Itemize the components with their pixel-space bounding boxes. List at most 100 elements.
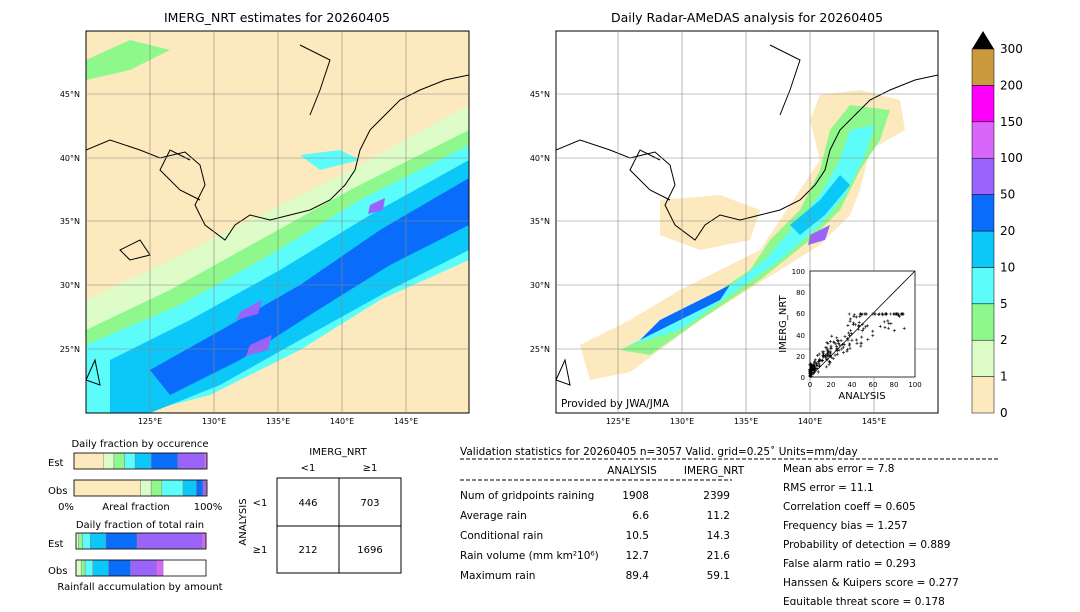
- scatter-point: [825, 358, 829, 362]
- scatter-point: [841, 345, 845, 349]
- scatter-point: [812, 366, 816, 370]
- scatter-point: [838, 343, 842, 347]
- right-lat-label: 25°N: [530, 345, 550, 354]
- inset-x-tick: 80: [890, 381, 899, 389]
- colorbar-level-label: 5: [1000, 297, 1008, 311]
- scatter-point: [835, 346, 839, 350]
- scatter-point: [850, 338, 854, 342]
- validation-row-imerg: 59.1: [707, 570, 730, 582]
- scatter-point: [892, 329, 896, 333]
- inset-x-tick: 0: [808, 381, 812, 389]
- fraction-segment: [113, 452, 125, 470]
- scatter-point: [851, 323, 855, 327]
- scatter-point: [808, 375, 812, 379]
- scatter-point: [833, 353, 837, 357]
- fraction-segment: [82, 532, 91, 550]
- left-lon-label: 135°E: [266, 417, 290, 426]
- scatter-point: [829, 346, 833, 350]
- validation-col-imerg: IMERG_NRT: [684, 465, 745, 477]
- fraction-segment: [130, 559, 157, 577]
- fraction-segment: [136, 532, 203, 550]
- scatter-point: [821, 354, 825, 358]
- contingency-cell: 446: [298, 498, 317, 509]
- scatter-point: [864, 325, 868, 329]
- contingency-col-label: <1: [301, 463, 316, 474]
- inset-scatter: 0 20 40 60 80 100 0 20 40 60 80 100 ANAL…: [778, 268, 922, 402]
- fraction-segment: [156, 559, 164, 577]
- scatter-point: [813, 358, 817, 362]
- fraction-segment: [182, 479, 197, 497]
- scatter-point: [839, 339, 843, 343]
- scatter-point: [828, 353, 832, 357]
- left-lon-label: 125°E: [138, 417, 162, 426]
- left-rain-core-3: [368, 198, 385, 214]
- scatter-point: [862, 327, 866, 331]
- left-lat-labels: 25°N 30°N 35°N 40°N 45°N: [60, 90, 80, 354]
- fraction-segment: [202, 479, 206, 497]
- scatter-point: [847, 312, 851, 316]
- scatter-point: [817, 364, 821, 368]
- scatter-point: [827, 360, 831, 364]
- right-map: 25°N 30°N 35°N 40°N 45°N 125°E 130°E 135…: [530, 30, 939, 426]
- left-lat-label: 35°N: [60, 217, 80, 226]
- inset-y-tick: 0: [801, 374, 805, 382]
- occurrence-row-est: Est: [48, 458, 64, 469]
- left-map: 25°N 30°N 35°N 40°N 45°N 125°E 130°E 135…: [60, 30, 470, 426]
- occurrence-axis-left: 0%: [58, 502, 74, 513]
- validation-rows: Num of gridpoints raining 1908 2399 Aver…: [460, 490, 730, 582]
- colorbar-box: [971, 194, 995, 232]
- scatter-point: [808, 363, 812, 367]
- validation-row-label: Maximum rain: [460, 570, 535, 582]
- right-lat-label: 45°N: [530, 90, 550, 99]
- colorbar-level-label: 150: [1000, 115, 1023, 129]
- scatter-point: [886, 319, 890, 323]
- scatter-point: [866, 338, 870, 342]
- scatter-point: [824, 365, 828, 369]
- right-lat-label: 30°N: [530, 281, 550, 290]
- scatter-point: [848, 342, 852, 346]
- validation-row-imerg: 14.3: [707, 530, 730, 542]
- inset-y-ticks: 0 20 40 60 80 100: [792, 268, 805, 382]
- scatter-point: [831, 357, 835, 361]
- fraction-segment: [92, 559, 109, 577]
- scatter-point: [845, 349, 849, 353]
- scatter-point: [814, 362, 818, 366]
- fraction-bar-frame: [75, 532, 207, 550]
- left-map-frame: [85, 30, 470, 414]
- occurrence-row-obs: Obs: [48, 486, 67, 497]
- scatter-point: [882, 320, 886, 324]
- inset-x-tick: 20: [827, 381, 836, 389]
- left-rain-band-dark-blue: [150, 178, 469, 395]
- scatter-point: [830, 355, 834, 359]
- scatter-point: [861, 322, 865, 326]
- scatter-point: [897, 314, 901, 318]
- fraction-segment: [90, 532, 107, 550]
- scatter-point: [860, 312, 864, 316]
- colorbar-level-label: 10: [1000, 260, 1015, 274]
- fraction-segment: [201, 532, 207, 550]
- validation-scores: Mean abs error = 7.8 RMS error = 11.1 Co…: [783, 463, 959, 605]
- right-map-credit: Provided by JWA/JMA: [561, 398, 670, 410]
- inset-y-tick: 80: [796, 289, 805, 297]
- right-map-frame: [555, 30, 939, 414]
- total-rain-caption: Rainfall accumulation by amount: [57, 582, 222, 593]
- scatter-point: [886, 326, 890, 330]
- fraction-segment: [84, 559, 94, 577]
- right-lon-label: 125°E: [606, 417, 630, 426]
- scatter-point: [829, 344, 833, 348]
- right-radar-coverage-west: [660, 195, 760, 250]
- validation-row-imerg: 21.6: [707, 550, 731, 562]
- colorbar-level-label: 0: [1000, 406, 1008, 420]
- right-lat-label: 40°N: [530, 154, 550, 163]
- contingency-row-title: ANALYSIS: [238, 498, 249, 545]
- scatter-point: [852, 321, 856, 325]
- fraction-segment: [103, 452, 115, 470]
- colorbar-level-label: 2: [1000, 333, 1008, 347]
- scatter-point: [864, 312, 868, 316]
- left-map-grid: [86, 31, 469, 413]
- left-lon-labels: 125°E 130°E 135°E 140°E 145°E: [138, 417, 418, 426]
- scatter-point: [859, 341, 863, 345]
- scatter-point: [856, 327, 860, 331]
- colorbar-box: [971, 376, 995, 414]
- scatter-point: [848, 346, 852, 350]
